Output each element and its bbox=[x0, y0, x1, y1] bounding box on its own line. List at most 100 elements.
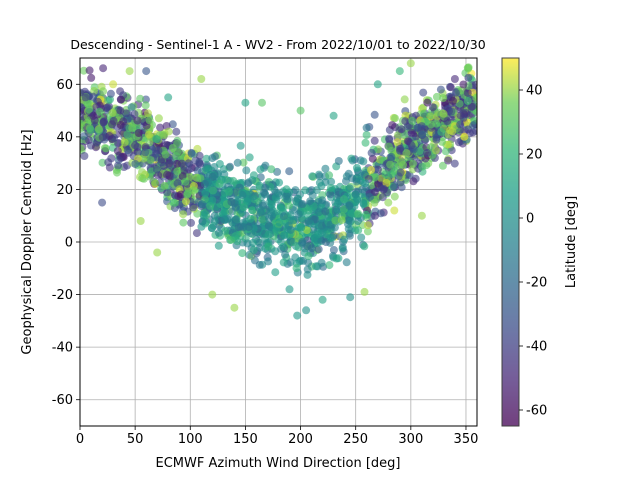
colorbar-tick-label: 20 bbox=[526, 148, 543, 163]
scatter-point bbox=[267, 165, 276, 174]
scatter-point bbox=[308, 244, 316, 253]
scatter-point bbox=[99, 118, 108, 127]
scatter-point bbox=[182, 197, 190, 206]
scatter-point bbox=[387, 152, 396, 161]
scatter-point bbox=[264, 257, 273, 266]
scatter-point bbox=[233, 158, 242, 167]
scatter-point bbox=[271, 268, 280, 277]
scatter-point bbox=[390, 192, 399, 201]
scatter-point bbox=[285, 167, 294, 176]
scatter-point bbox=[264, 242, 273, 251]
scatter-point bbox=[345, 201, 354, 210]
y-axis-label: Geophysical Doppler Centroid [Hz] bbox=[20, 129, 35, 354]
scatter-point bbox=[431, 146, 440, 155]
scatter-point bbox=[326, 190, 335, 199]
scatter-point bbox=[464, 73, 473, 82]
colorbar-tick-label: -20 bbox=[526, 276, 547, 291]
scatter-point bbox=[451, 88, 460, 97]
scatter-point bbox=[214, 228, 223, 237]
scatter-point bbox=[98, 198, 107, 207]
scatter-point bbox=[420, 110, 428, 118]
colorbar-axis: -60 -40 -20 0 20 40 bbox=[519, 84, 547, 419]
scatter-point bbox=[106, 89, 115, 98]
scatter-point bbox=[459, 80, 468, 89]
x-tick-label: 200 bbox=[288, 432, 313, 447]
scatter-point bbox=[198, 200, 207, 209]
scatter-point bbox=[393, 138, 402, 147]
scatter-point bbox=[409, 177, 418, 186]
y-tick-label: -40 bbox=[52, 341, 73, 356]
scatter-point bbox=[358, 185, 367, 194]
scatter-point bbox=[379, 185, 388, 194]
scatter-point bbox=[215, 160, 224, 168]
scatter-point bbox=[181, 177, 190, 186]
scatter-point bbox=[340, 235, 349, 244]
scatter-point bbox=[226, 162, 234, 171]
scatter-point bbox=[388, 121, 397, 130]
scatter-point bbox=[231, 203, 240, 212]
scatter-point bbox=[409, 159, 417, 168]
scatter-point bbox=[450, 75, 459, 83]
scatter-point bbox=[258, 98, 266, 107]
scatter-point bbox=[423, 148, 432, 157]
scatter-point bbox=[85, 66, 94, 75]
scatter-point bbox=[220, 189, 229, 197]
scatter-point bbox=[299, 256, 308, 265]
scatter-point bbox=[396, 144, 405, 153]
scatter-point bbox=[282, 185, 291, 194]
scatter-point bbox=[378, 193, 387, 202]
scatter-point bbox=[413, 123, 422, 132]
scatter-point bbox=[80, 119, 86, 128]
scatter-point bbox=[292, 264, 301, 273]
scatter-point bbox=[448, 127, 457, 136]
scatter-point bbox=[443, 117, 452, 126]
scatter-point bbox=[304, 252, 313, 261]
x-tick-label: 150 bbox=[233, 432, 258, 447]
scatter-point bbox=[192, 229, 201, 238]
scatter-point bbox=[365, 193, 374, 202]
scatter-point bbox=[354, 209, 363, 218]
scatter-point bbox=[395, 67, 404, 76]
scatter-point bbox=[117, 95, 125, 104]
colorbar-label: Latitude [deg] bbox=[564, 196, 579, 288]
scatter-point bbox=[406, 59, 415, 68]
scatter-point bbox=[159, 161, 168, 170]
scatter-point bbox=[220, 215, 229, 224]
x-tick-label: 50 bbox=[127, 432, 144, 447]
scatter-point bbox=[241, 98, 250, 107]
scatter-point bbox=[310, 234, 319, 243]
scatter-point bbox=[291, 253, 300, 262]
scatter-point bbox=[359, 200, 368, 209]
scatter-point bbox=[164, 93, 173, 102]
scatter-point bbox=[249, 192, 258, 201]
scatter-point bbox=[125, 67, 134, 76]
colorbar bbox=[501, 57, 520, 427]
scatter-point bbox=[291, 186, 300, 195]
scatter-point bbox=[89, 111, 98, 120]
scatter-point bbox=[154, 146, 163, 155]
scatter-point bbox=[265, 222, 274, 231]
scatter-point bbox=[449, 96, 457, 105]
scatter-point bbox=[339, 195, 348, 204]
scatter-point bbox=[95, 126, 104, 135]
scatter-point bbox=[423, 98, 432, 107]
scatter-point bbox=[160, 131, 169, 140]
scatter-point bbox=[204, 164, 213, 173]
scatter-point bbox=[348, 174, 356, 183]
scatter-point bbox=[302, 306, 311, 315]
scatter-point bbox=[245, 250, 254, 259]
scatter-point bbox=[400, 95, 409, 104]
scatter-point bbox=[133, 143, 142, 151]
scatter-point bbox=[293, 311, 302, 320]
scatter-point bbox=[200, 179, 209, 188]
scatter-point bbox=[136, 217, 145, 225]
scatter-point bbox=[259, 201, 267, 210]
scatter-point bbox=[342, 177, 350, 186]
scatter-point bbox=[160, 181, 169, 190]
scatter-point bbox=[407, 141, 416, 150]
scatter-point bbox=[280, 230, 288, 239]
scatter-point bbox=[333, 205, 342, 214]
scatter-point bbox=[195, 151, 204, 160]
scatter-point bbox=[326, 234, 335, 242]
